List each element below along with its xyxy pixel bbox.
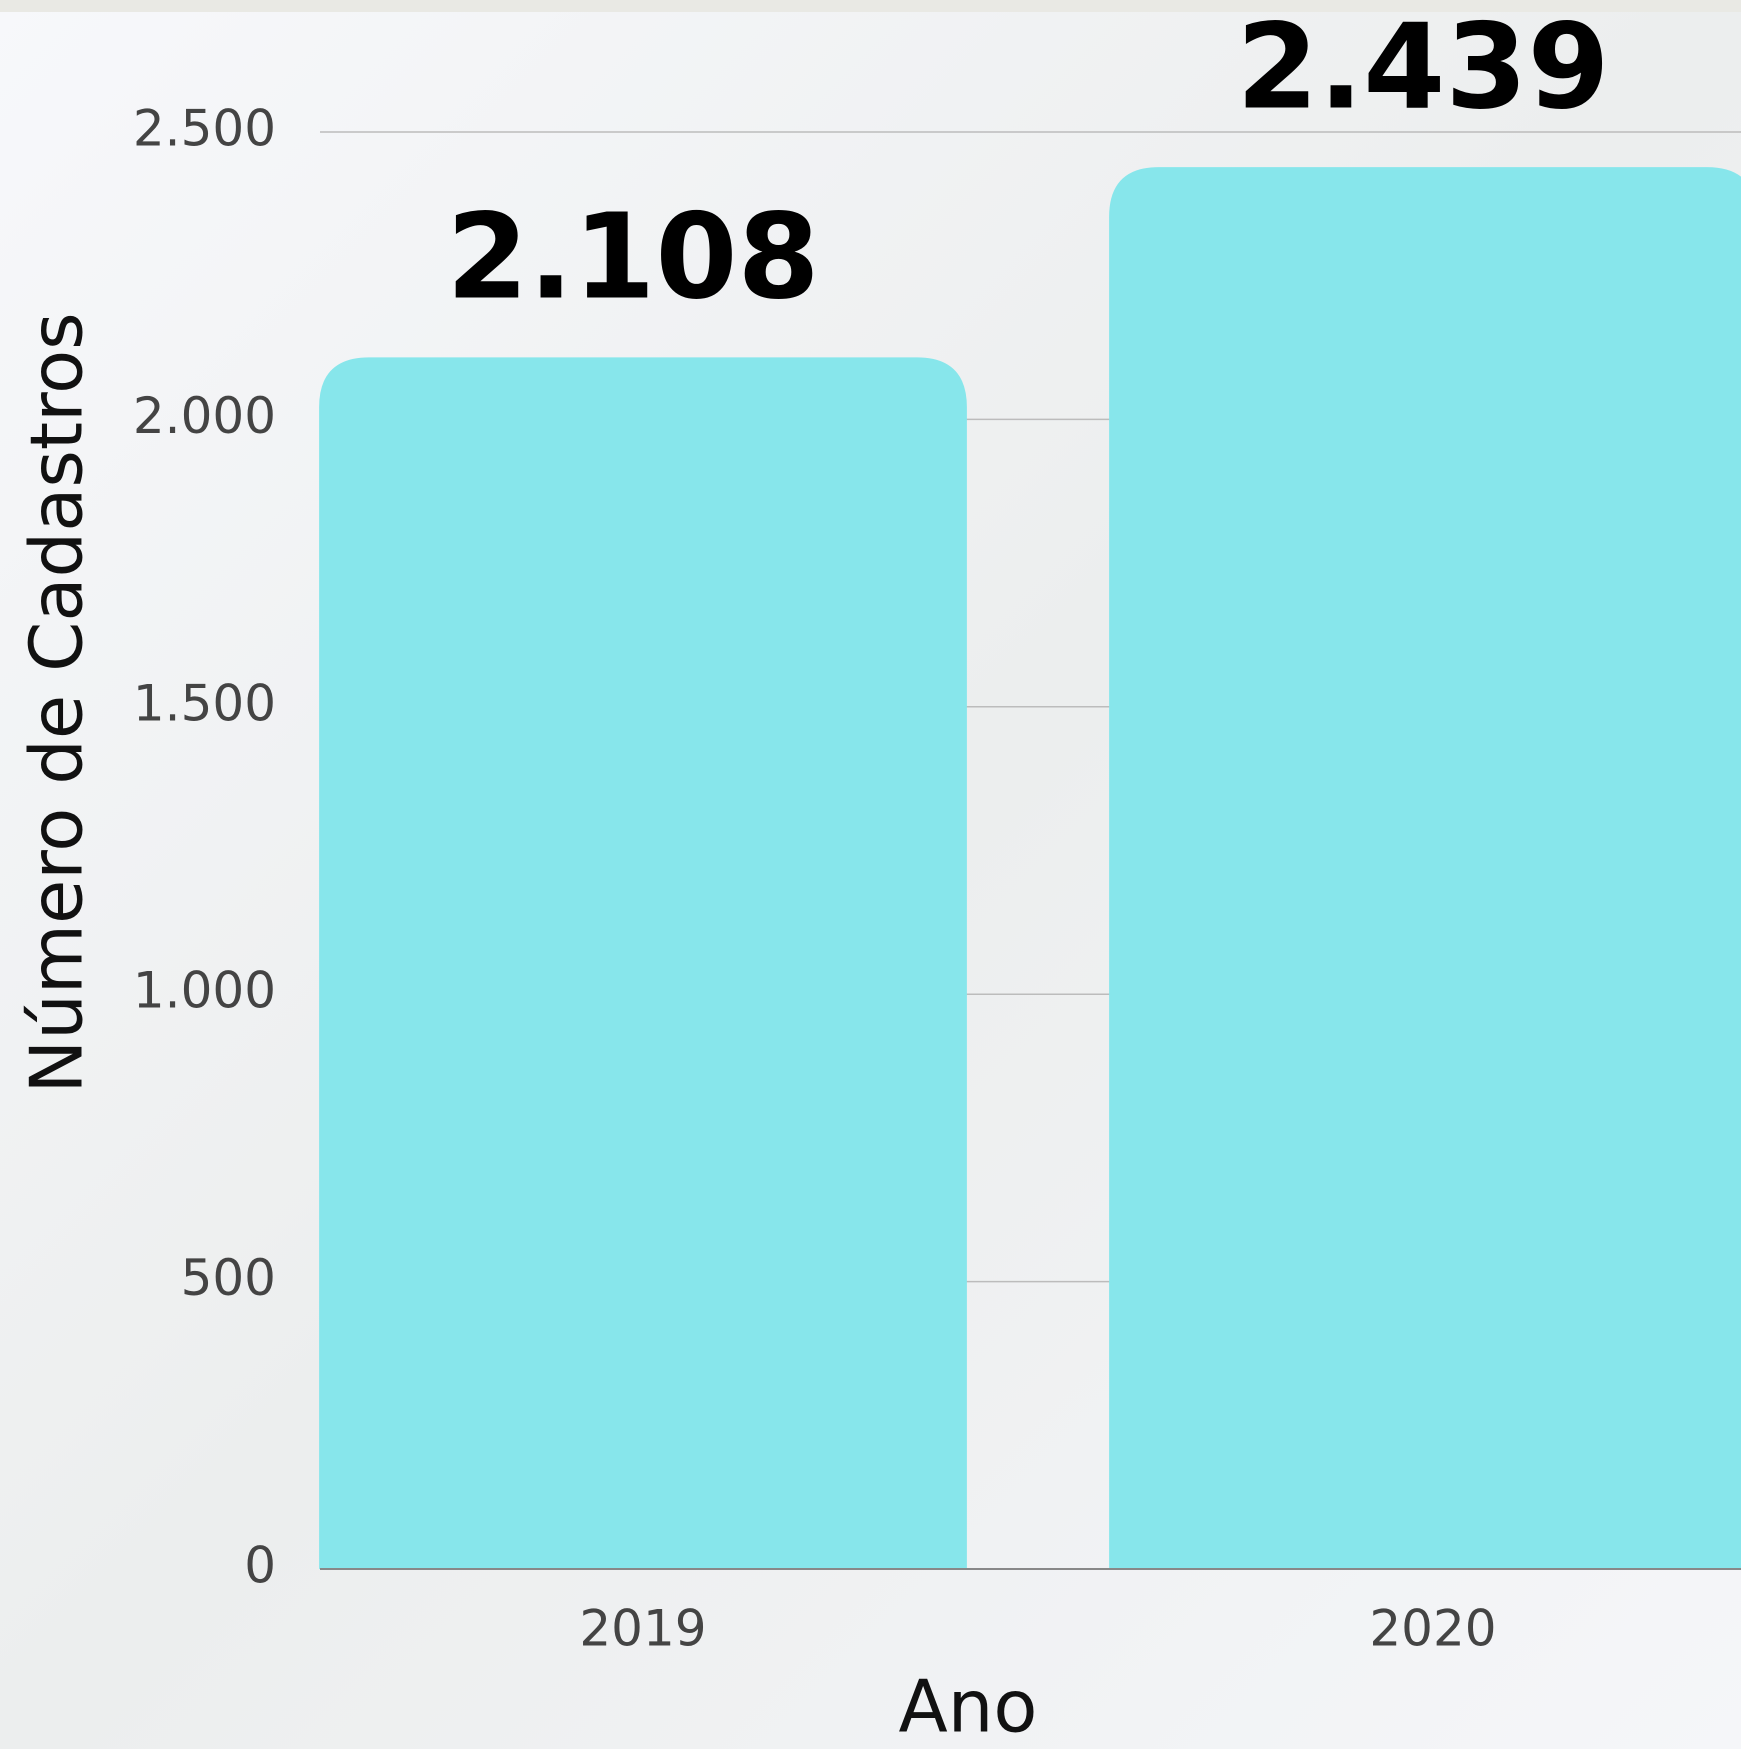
bar [319,357,967,1569]
y-tick-label: 0 [244,1537,276,1595]
x-tick-label: 2019 [579,1600,706,1658]
bar [1109,167,1741,1569]
y-tick-label: 2.000 [133,387,276,445]
page: {"chart_data": {"type": "bar", "x_label"… [0,0,1741,1749]
chart: Número de Cadastros Ano 0 500 1.000 1.500 2.… [0,0,1741,1749]
y-tick-label: 1.000 [133,962,276,1020]
value-label: 2.439 [1236,0,1609,135]
y-tick-label: 2.500 [133,100,276,158]
y-axis-title: Número de Cadastros [15,312,99,1093]
x-tick-label: 2020 [1369,1600,1496,1658]
value-label: 2.108 [446,188,819,326]
x-axis-title: Ano [899,1665,1038,1749]
y-tick-label: 1.500 [133,674,276,732]
y-tick-label: 500 [181,1249,276,1307]
